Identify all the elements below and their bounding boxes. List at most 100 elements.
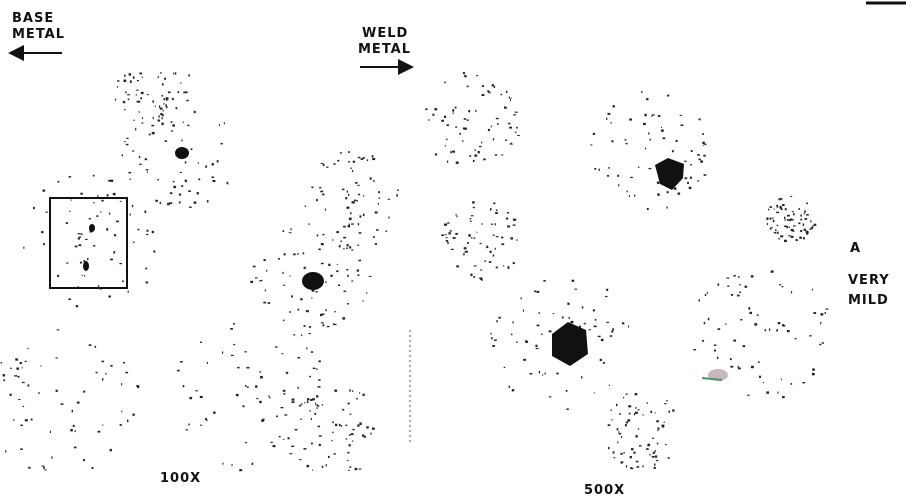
speckle bbox=[293, 253, 296, 255]
magnification: 100X bbox=[160, 471, 201, 486]
speckle bbox=[611, 140, 613, 142]
speckle bbox=[397, 190, 399, 191]
speckle bbox=[180, 83, 181, 84]
speckle bbox=[323, 324, 325, 326]
speckle bbox=[173, 73, 174, 75]
speckle bbox=[164, 78, 166, 80]
speckle bbox=[484, 260, 486, 261]
speckle bbox=[160, 202, 162, 204]
speckle bbox=[359, 232, 362, 234]
speckle bbox=[516, 127, 518, 129]
speckle bbox=[718, 328, 721, 330]
speckle bbox=[635, 407, 636, 409]
speckle bbox=[25, 361, 27, 362]
speckle bbox=[464, 118, 466, 120]
speckle bbox=[647, 444, 650, 446]
speckle bbox=[504, 106, 506, 108]
speckle bbox=[195, 390, 197, 391]
speckle bbox=[553, 313, 555, 314]
speckle bbox=[628, 405, 631, 407]
speckle bbox=[132, 205, 133, 207]
speckle bbox=[260, 376, 263, 379]
speckle bbox=[301, 404, 303, 405]
speckle bbox=[611, 419, 612, 420]
speckle bbox=[337, 264, 338, 265]
speckle bbox=[89, 344, 92, 346]
speckle bbox=[160, 72, 162, 73]
speckle bbox=[396, 194, 398, 196]
speckle bbox=[5, 450, 6, 452]
speckle bbox=[197, 192, 199, 194]
speckle bbox=[608, 167, 610, 168]
speckle bbox=[474, 276, 475, 278]
speckle bbox=[366, 292, 367, 293]
speckle bbox=[629, 413, 631, 415]
speckle bbox=[180, 172, 182, 173]
speckle bbox=[316, 369, 318, 370]
speckle bbox=[643, 123, 646, 125]
speckle bbox=[139, 111, 140, 113]
speckle bbox=[475, 110, 476, 112]
speckle bbox=[516, 341, 517, 343]
speckle bbox=[619, 433, 622, 435]
speckle bbox=[346, 269, 348, 270]
speckle bbox=[690, 164, 692, 166]
speckle bbox=[774, 232, 776, 233]
speckle bbox=[145, 268, 147, 270]
speckle bbox=[504, 367, 506, 368]
speckle bbox=[352, 201, 355, 203]
speckle bbox=[239, 469, 242, 471]
speckle bbox=[66, 222, 68, 224]
speckle bbox=[279, 436, 281, 437]
speckle bbox=[656, 460, 658, 461]
speckle bbox=[339, 245, 341, 247]
speckle bbox=[664, 422, 665, 423]
speckle bbox=[725, 323, 726, 325]
speckle bbox=[386, 231, 388, 232]
speckle bbox=[179, 194, 181, 196]
speckle bbox=[704, 322, 706, 324]
speckle bbox=[358, 157, 361, 158]
speckle bbox=[595, 319, 597, 321]
speckle bbox=[351, 249, 353, 250]
speckle bbox=[513, 225, 516, 226]
indentation bbox=[302, 272, 324, 290]
speckle bbox=[291, 228, 292, 230]
speckle bbox=[207, 362, 208, 364]
speckle bbox=[598, 336, 601, 337]
speckle bbox=[511, 98, 512, 99]
speckle bbox=[159, 106, 160, 108]
speckle bbox=[445, 145, 446, 146]
speckle bbox=[334, 311, 336, 312]
speckle bbox=[98, 431, 101, 433]
speckle bbox=[317, 235, 319, 237]
speckle bbox=[92, 467, 94, 469]
speckle bbox=[714, 345, 717, 346]
speckle bbox=[626, 143, 628, 144]
speckle bbox=[627, 419, 630, 421]
speckle bbox=[105, 373, 106, 375]
speckle bbox=[638, 428, 639, 429]
speckle bbox=[183, 385, 185, 387]
speckle bbox=[621, 436, 622, 438]
speckle bbox=[521, 297, 522, 299]
speckle bbox=[304, 402, 305, 403]
speckle bbox=[813, 312, 816, 314]
speckle bbox=[83, 391, 85, 393]
speckle bbox=[56, 358, 58, 359]
speckle bbox=[222, 463, 223, 465]
speckle bbox=[263, 302, 266, 304]
speckle bbox=[474, 237, 476, 238]
speckle bbox=[28, 467, 30, 469]
speckle bbox=[820, 313, 823, 315]
speckle bbox=[789, 219, 791, 221]
speckle bbox=[649, 454, 651, 455]
speckle bbox=[491, 224, 493, 225]
speckle bbox=[168, 92, 171, 94]
speckle bbox=[330, 275, 332, 277]
speckle bbox=[452, 151, 455, 153]
speckle bbox=[357, 185, 359, 186]
speckle bbox=[623, 452, 625, 453]
speckle bbox=[514, 219, 517, 221]
speckle bbox=[657, 430, 658, 432]
